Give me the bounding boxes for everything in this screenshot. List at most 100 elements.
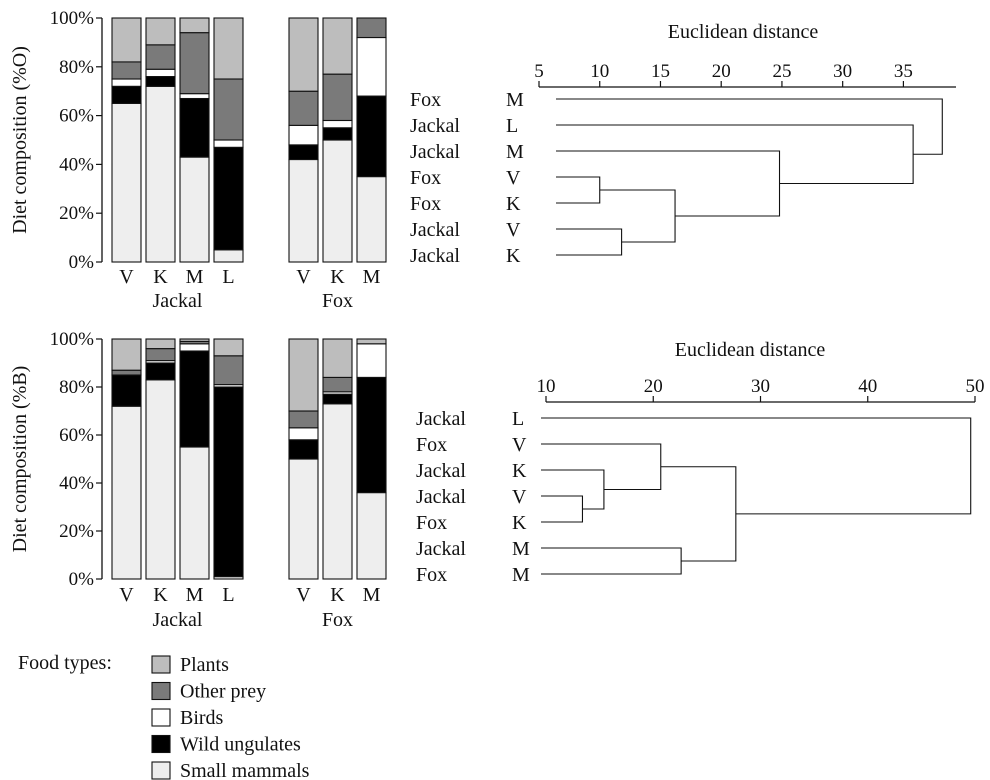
leaf-species-label: Jackal xyxy=(410,245,460,267)
bar-segment-wild-ungulates xyxy=(179,97,210,158)
bar-segment-birds xyxy=(356,343,387,378)
bar-segment-wild-ungulates xyxy=(111,374,142,407)
legend-title: Food types: xyxy=(18,652,112,674)
bar-segment-birds xyxy=(179,343,210,352)
bar-segment-small-mammals xyxy=(322,403,353,580)
bar-segment-wild-ungulates xyxy=(322,393,353,405)
bar-segment-small-mammals xyxy=(356,492,387,580)
bar-segment-birds xyxy=(288,124,319,146)
dendrogram-link xyxy=(556,228,623,256)
dendrogram-link xyxy=(541,547,682,575)
x-axis-label: Euclidean distance xyxy=(675,339,826,361)
dendrogram-link xyxy=(556,150,781,217)
y-tick-label: 0% xyxy=(69,252,95,273)
legend-label: Other prey xyxy=(180,681,266,703)
bar-segment-small-mammals xyxy=(288,458,319,580)
bar-segment-other-prey xyxy=(145,348,176,362)
x-tick-label: 10 xyxy=(537,376,556,397)
leaf-species-label: Jackal xyxy=(410,219,460,241)
dendrogram-link xyxy=(556,124,914,185)
bar-segment-other-prey xyxy=(213,355,244,386)
x-tick-label: K xyxy=(153,584,168,606)
dendrogram-link xyxy=(541,417,972,515)
x-tick-label: 5 xyxy=(534,61,544,82)
bar-segment-wild-ungulates xyxy=(111,85,142,104)
bar-segment-small-mammals xyxy=(179,156,210,263)
x-tick-label: 15 xyxy=(651,61,670,82)
bar-segment-wild-ungulates xyxy=(145,362,176,381)
x-tick-label: 25 xyxy=(772,61,791,82)
bar-chart-occurrence: Diet composition (%O) 0% 20% 40% 60% 80% 100% V… xyxy=(9,8,387,312)
x-tick-label: M xyxy=(363,584,381,606)
y-tick-label: 80% xyxy=(59,377,94,398)
bar-segment-plants xyxy=(322,338,353,378)
bar-segment-other-prey xyxy=(288,410,319,429)
bar-segment-wild-ungulates xyxy=(213,146,244,251)
x-tick-label: V xyxy=(119,584,134,606)
bar-segment-birds xyxy=(179,93,210,100)
bar-segment-plants xyxy=(356,338,387,345)
x-tick-label: 30 xyxy=(751,376,770,397)
bar-segment-small-mammals xyxy=(322,139,353,263)
bar-segment-small-mammals xyxy=(111,405,142,580)
x-tick-label: 40 xyxy=(858,376,877,397)
bar-segment-birds xyxy=(356,36,387,97)
bar-segment-wild-ungulates xyxy=(356,95,387,178)
y-tick-label: 80% xyxy=(59,57,94,78)
leaf-site-label: K xyxy=(512,512,527,534)
dendrogram-link xyxy=(599,189,676,243)
bar-segment-plants xyxy=(111,338,142,371)
bar-segment-small-mammals xyxy=(356,176,387,263)
y-tick-label: 100% xyxy=(50,8,95,29)
leaf-species-label: Fox xyxy=(410,167,441,189)
bar-segment-small-mammals xyxy=(111,102,142,263)
bar-segment-other-prey xyxy=(179,32,210,95)
x-tick-label: K xyxy=(330,266,345,288)
dendrogram-link xyxy=(541,469,605,510)
bar-segment-wild-ungulates xyxy=(213,386,244,578)
bar-segment-other-prey xyxy=(322,376,353,393)
food-type-legend: Food types: Plants Other prey Birds Wild ung… xyxy=(18,652,310,780)
y-axis-label: Diet composition (%O) xyxy=(9,46,31,234)
legend-label: Plants xyxy=(180,654,229,676)
y-tick-label: 40% xyxy=(59,473,94,494)
leaf-species-label: Jackal xyxy=(416,460,466,482)
x-tick-label: K xyxy=(330,584,345,606)
x-tick-label: M xyxy=(186,584,204,606)
bar-segment-plants xyxy=(111,17,142,63)
bar-segment-small-mammals xyxy=(145,379,176,580)
x-tick-label: 35 xyxy=(894,61,913,82)
dendrogram-link xyxy=(541,495,584,523)
bar-segment-other-prey xyxy=(356,17,387,39)
bar-segment-small-mammals xyxy=(213,249,244,263)
legend-swatch xyxy=(151,734,171,754)
legend-swatch xyxy=(151,655,171,674)
leaf-site-label: M xyxy=(506,89,524,111)
x-tick-label: K xyxy=(153,266,168,288)
x-tick-label: 20 xyxy=(644,376,663,397)
bar-segment-small-mammals xyxy=(288,158,319,263)
bar-segment-plants xyxy=(288,338,319,412)
x-tick-label: V xyxy=(119,266,134,288)
bar-segment-wild-ungulates xyxy=(322,127,353,141)
y-tick-label: 20% xyxy=(59,521,94,542)
bar-segment-wild-ungulates xyxy=(145,76,176,87)
y-tick-label: 60% xyxy=(59,106,94,127)
bar-segment-other-prey xyxy=(322,73,353,122)
dendrogram-link xyxy=(660,466,737,562)
bar-segment-other-prey xyxy=(111,61,142,80)
bar-segment-other-prey xyxy=(288,90,319,126)
group-label: Jackal xyxy=(153,290,203,312)
leaf-site-label: V xyxy=(506,167,521,189)
group-label: Fox xyxy=(322,609,353,631)
legend-swatch xyxy=(151,708,171,727)
leaf-species-label: Fox xyxy=(410,89,441,111)
bar-segment-small-mammals xyxy=(179,446,210,580)
leaf-species-label: Jackal xyxy=(416,538,466,560)
leaf-species-label: Fox xyxy=(416,564,447,586)
leaf-species-label: Jackal xyxy=(416,486,466,508)
bar-segment-plants xyxy=(213,17,244,80)
y-tick-label: 20% xyxy=(59,203,94,224)
leaf-site-label: V xyxy=(506,219,521,241)
